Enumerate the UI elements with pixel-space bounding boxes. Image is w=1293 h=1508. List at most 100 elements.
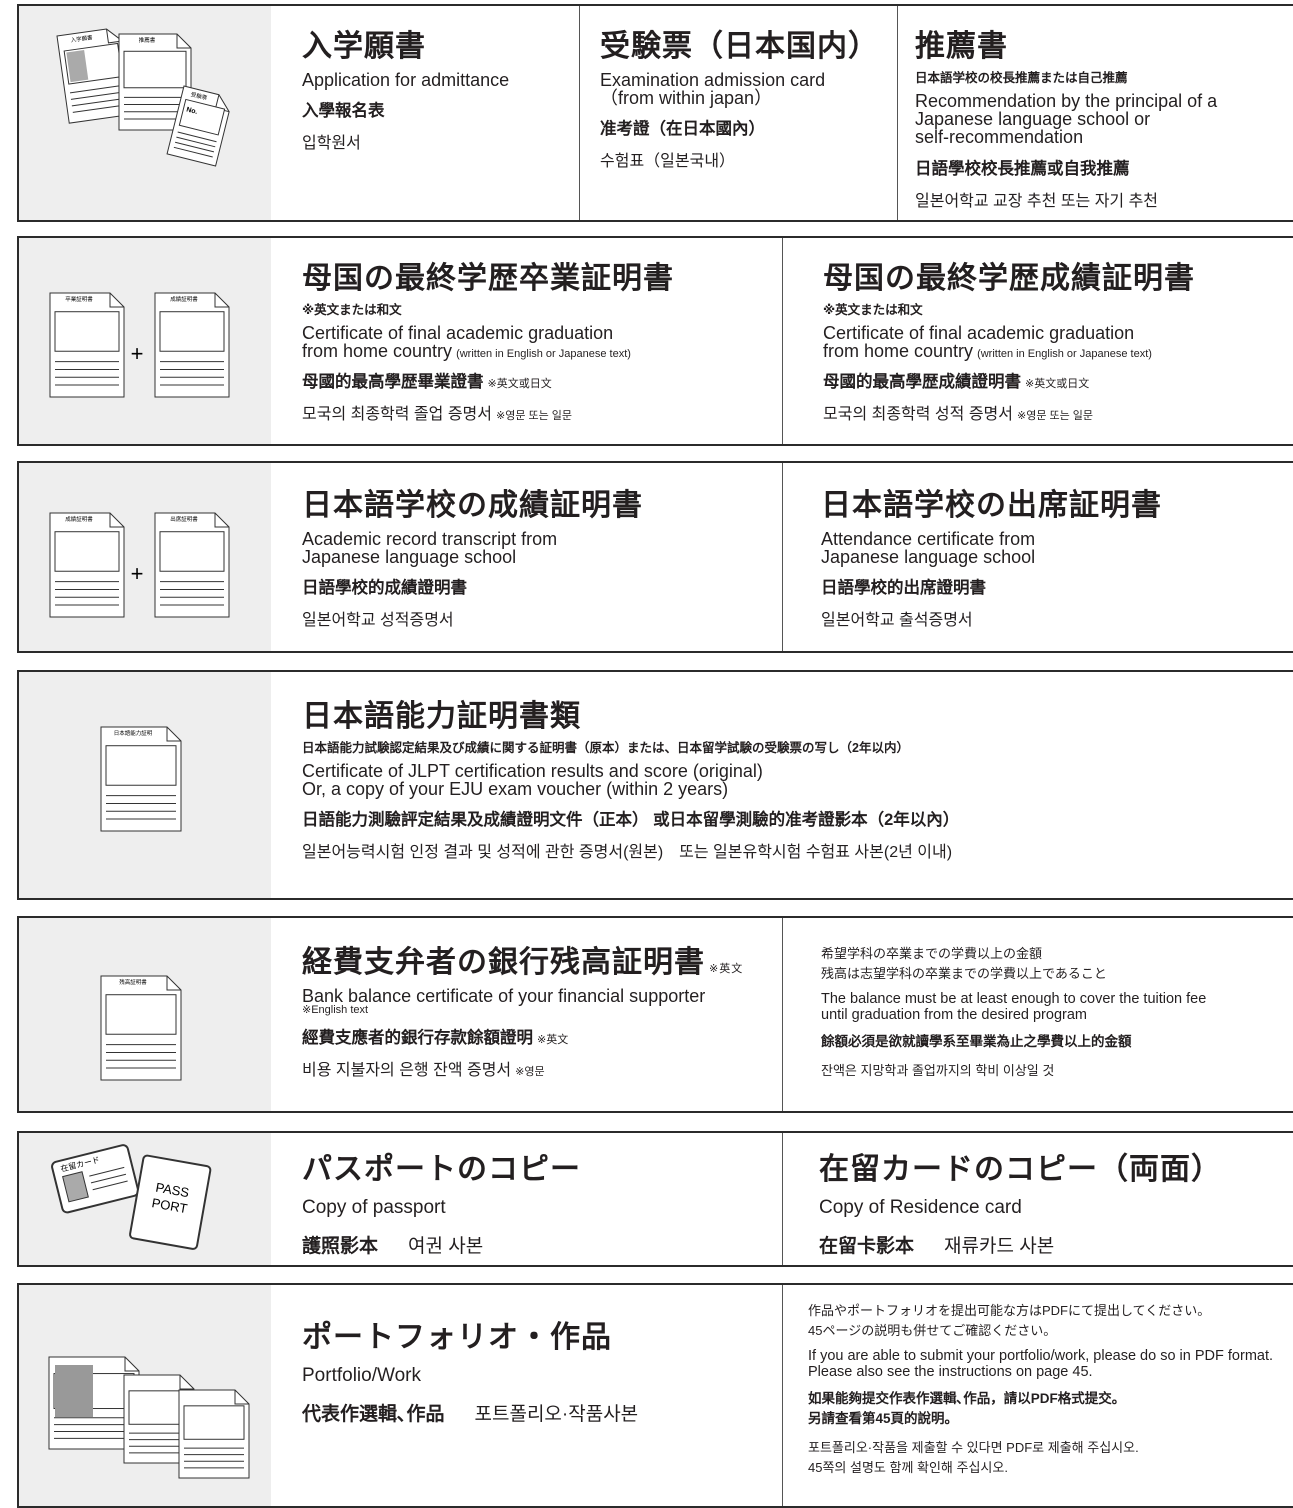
korean: 모국의 최종학력 졸업 증명서 (302, 406, 492, 424)
chinese-text: 經費支應者的銀行存款餘額證明 ※英文 (302, 1024, 782, 1048)
english-text: Recommendation by the principal of a Jap… (915, 90, 1293, 148)
chinese-text: 如果能夠提交作表作選輯､作品，請以PDF格式提交。 另請查看第45頁的說明。 (808, 1389, 1293, 1430)
title: 母国の最終学歴成績証明書 (823, 262, 1195, 295)
document-icon (48, 1356, 140, 1450)
icon-area: 在留カード PASS PORT (19, 1133, 271, 1265)
page-fold (214, 293, 229, 308)
column: 推薦書 日本語学校の校長推薦または自己推薦 Recommendation by th… (897, 6, 1293, 220)
chinese-text: 代表作選輯､作品 (302, 1399, 445, 1426)
page-line (175, 141, 215, 153)
icon-area: 入学願書 推薦書 受験票 No. (19, 6, 271, 220)
english: The balance must be at least enough to c… (821, 991, 1207, 1023)
page-box (105, 745, 177, 786)
document-icon: 推薦書 (118, 33, 192, 131)
annotation: ※English text (302, 1003, 369, 1016)
korean: 일본어능력시험 인정 결과 및 성적에 관한 증명서(원본) 또는 일본유학시험… (302, 844, 953, 862)
page-fold (214, 513, 229, 528)
title-text: 受験票（日本国内） (600, 30, 897, 65)
document-icon: 入学願書 (56, 28, 134, 124)
chinese: 經費支應者的銀行存款餘額證明 (302, 1029, 533, 1048)
icon-label: 残高証明書 (119, 978, 147, 986)
annotation: (written in English or Japanese text) (977, 347, 1152, 360)
note-text: ※英文または和文 (823, 299, 1293, 318)
title-text: 経費支弁者の銀行残高証明書 ※英文 (302, 946, 782, 981)
section: 残高証明書 経費支弁者の銀行残高証明書 ※英文 Bank balance certif… (17, 916, 1293, 1113)
title: 推薦書 (915, 30, 1008, 63)
english: Academic record transcript from Japanese… (302, 528, 558, 567)
chinese-text: 日語學校校長推薦或自我推薦 (915, 155, 1293, 179)
page-fold (176, 34, 191, 49)
title: ポートフォリオ・作品 (302, 1321, 612, 1354)
english: If you are able to submit your portfolio… (808, 1348, 1274, 1380)
chinese: 准考證（在日本國內） (600, 120, 765, 139)
title-text: 日本語能力証明書類 (302, 700, 1293, 735)
page-fold (109, 513, 124, 528)
icon: 残高証明書 (100, 975, 182, 1081)
korean: 일본어학교 출석증명서 (821, 612, 973, 630)
korean-text: 일본어능력시험 인정 결과 및 성적에 관한 증명서(원본) 또는 일본유학시험… (302, 838, 1293, 862)
chinese: 日語學校校長推薦或自我推薦 (915, 159, 1130, 178)
japanese: 希望学科の卒業までの学費以上の金額 残高は志望学科の卒業までの学費以上であること (821, 946, 1107, 982)
document-icon: 成績証明書 (49, 512, 125, 618)
annotation: ※英文 (709, 963, 744, 975)
english-text: Copy of passport (302, 1196, 782, 1218)
title: 入学願書 (302, 30, 426, 63)
section: 入学願書 推薦書 受験票 No. 入学願書 Application for admitta… (17, 4, 1293, 222)
korean-text: 재류카드 사본 (944, 1231, 1054, 1258)
english: Copy of passport (302, 1196, 446, 1218)
chinese-text: 日語學校的出席證明書 (821, 574, 1293, 598)
icon: 日本語能力証明 (100, 726, 182, 832)
chinese-text: 入學報名表 (302, 97, 579, 121)
page-line (173, 146, 213, 158)
section: 在留カード PASS PORT パスポートのコピー Copy of passport 護照… (17, 1131, 1293, 1267)
korean: 재류카드 사본 (944, 1235, 1055, 1257)
column: 日本語学校の出席証明書 Attendance certificate from J… (782, 463, 1293, 651)
chinese: 護照影本 (302, 1235, 379, 1257)
icon-label: 推薦書 (139, 36, 156, 44)
page-fold (166, 727, 181, 742)
korean: 일본어학교 교장 추천 또는 자기 추천 (915, 192, 1159, 210)
chinese-text: 日語能力測驗評定結果及成績證明文件（正本） 或日本留學測驗的准考證影本（2年以內… (302, 806, 1293, 830)
title: 日本語学校の出席証明書 (821, 489, 1162, 522)
icon-area: 日本語能力証明 (19, 672, 271, 898)
english-text: Academic record transcript from Japanese… (302, 528, 782, 567)
column: 在留カードのコピー（両面） Copy of Residence card 在留卡影本… (782, 1133, 1293, 1265)
column: 日本語学校の成績証明書 Academic record transcript fr… (272, 463, 782, 651)
korean-text: 비용 지불자의 은행 잔액 증명서 ※영문 (302, 1056, 782, 1080)
page-line (177, 131, 217, 143)
english: Certificate of JLPT certification result… (302, 760, 763, 799)
korean-text: 일본어학교 성적증명서 (302, 606, 782, 630)
icon-area: 成績証明書 出席証明書 + (19, 463, 271, 651)
column: 受験票（日本国内） Examination admission card （fro… (579, 6, 897, 220)
english-text: Copy of Residence card (819, 1197, 1293, 1217)
english: Portfolio/Work (302, 1364, 421, 1386)
plus-sign: + (131, 341, 144, 366)
english: Recommendation by the principal of a Jap… (915, 90, 1218, 148)
title-text: 母国の最終学歴成績証明書 (823, 262, 1293, 297)
english-text: Certificate of final academic graduation… (302, 323, 782, 361)
photo (62, 1171, 89, 1203)
photo (66, 49, 89, 83)
title-text: 母国の最終学歴卒業証明書 (302, 262, 782, 297)
title-text: 日本語学校の成績証明書 (302, 489, 782, 524)
chinese: 母國的最高學歴成績證明書 (823, 373, 1021, 392)
document-icon: 成績証明書 (154, 292, 230, 398)
chinese-text: 日語學校的成績證明書 (302, 574, 782, 598)
korean-text: 모국의 최종학력 성적 증명서 ※영문 또는 일문 (823, 400, 1293, 424)
english: Application for admittance (302, 69, 510, 90)
japanese-text: 希望学科の卒業までの学費以上の金額 残高は志望学科の卒業までの学費以上であること (821, 944, 1293, 984)
english-text: Application for admittance (302, 69, 579, 90)
page-line (72, 104, 127, 113)
passport-label: PORT (151, 1195, 189, 1216)
page-fold (124, 1357, 139, 1372)
chinese: 母國的最高學歴畢業證書 (302, 373, 484, 392)
passport-label: PASS (154, 1180, 190, 1201)
korean-text: 포트폴리오·작품사본 (475, 1399, 639, 1426)
english-text: Certificate of final academic graduation… (823, 323, 1293, 361)
english-text: Examination admission card （from within … (600, 70, 897, 108)
column: 入学願書 Application for admittance 入學報名表 입학원서 (272, 6, 579, 220)
card-line (89, 1166, 125, 1177)
annotation: ※영문 또는 일문 (1016, 410, 1094, 423)
document-icon: 日本語能力証明 (100, 726, 182, 832)
